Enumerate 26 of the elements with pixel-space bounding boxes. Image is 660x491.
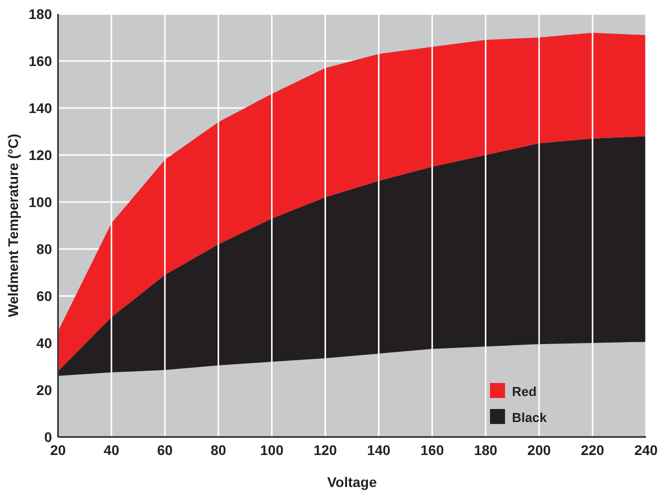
y-tick-label: 120 bbox=[28, 147, 52, 163]
y-tick-label: 20 bbox=[36, 382, 52, 398]
legend-label: Black bbox=[512, 410, 548, 425]
y-tick-label: 40 bbox=[36, 335, 52, 351]
y-tick-label: 140 bbox=[28, 100, 52, 116]
x-tick-label: 240 bbox=[634, 442, 658, 458]
x-tick-label: 180 bbox=[474, 442, 498, 458]
y-tick-label: 100 bbox=[28, 194, 52, 210]
y-tick-label: 0 bbox=[44, 429, 52, 445]
x-tick-label: 40 bbox=[104, 442, 120, 458]
y-tick-label: 60 bbox=[36, 288, 52, 304]
x-tick-label: 160 bbox=[420, 442, 444, 458]
x-tick-label: 140 bbox=[367, 442, 391, 458]
x-tick-label: 220 bbox=[580, 442, 604, 458]
x-tick-label: 100 bbox=[260, 442, 284, 458]
y-tick-label: 160 bbox=[28, 53, 52, 69]
x-axis-title: Voltage bbox=[327, 474, 377, 490]
y-axis-title: Weldment Temperature (°C) bbox=[5, 134, 21, 318]
legend-label: Red bbox=[512, 384, 537, 399]
x-tick-label: 60 bbox=[157, 442, 173, 458]
x-tick-label: 20 bbox=[50, 442, 66, 458]
x-tick-label: 200 bbox=[527, 442, 551, 458]
x-tick-label: 120 bbox=[314, 442, 338, 458]
y-tick-label: 180 bbox=[28, 6, 52, 22]
y-tick-label: 80 bbox=[36, 241, 52, 257]
x-tick-label: 80 bbox=[210, 442, 226, 458]
